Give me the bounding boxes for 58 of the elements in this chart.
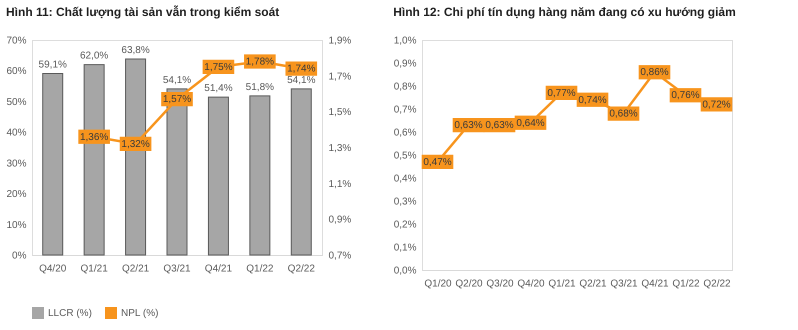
y-tick-label: 30% bbox=[6, 158, 27, 170]
x-tick-label: Q2/21 bbox=[579, 278, 608, 290]
legend-label: LLCR (%) bbox=[48, 308, 92, 319]
x-tick-label: Q4/20 bbox=[39, 264, 67, 274]
y2-tick-label: 1,9% bbox=[328, 36, 352, 46]
x-tick-label: Q2/22 bbox=[703, 278, 732, 290]
x-tick-label: Q4/20 bbox=[517, 278, 546, 290]
y-tick-label: 0,6% bbox=[394, 128, 417, 138]
y2-tick-label: 1,5% bbox=[328, 107, 352, 118]
y2-tick-label: 1,7% bbox=[328, 71, 352, 82]
y-tick-label: 50% bbox=[6, 96, 27, 108]
x-tick-label: Q2/22 bbox=[288, 264, 316, 274]
y-tick-label: 0,4% bbox=[394, 174, 417, 184]
y-tick-label: 0,5% bbox=[394, 150, 417, 162]
x-tick-label: Q1/20 bbox=[424, 278, 452, 290]
x-tick-label: Q1/22 bbox=[246, 264, 274, 274]
y-tick-label: 10% bbox=[6, 220, 27, 231]
x-tick-label: Q2/20 bbox=[455, 278, 484, 290]
y-tick-label: 0,3% bbox=[394, 196, 417, 208]
bar bbox=[208, 96, 229, 256]
y-tick-label: 0% bbox=[12, 250, 27, 262]
bar bbox=[42, 72, 64, 256]
y-tick-label: 0,8% bbox=[394, 82, 417, 92]
y-tick-label: 0,1% bbox=[394, 242, 417, 254]
x-tick-label: Q2/21 bbox=[122, 264, 150, 274]
y-tick-label: 0,0% bbox=[394, 266, 417, 276]
y2-tick-label: 0,9% bbox=[328, 214, 352, 226]
y2-tick-label: 1,3% bbox=[328, 143, 352, 154]
x-tick-label: Q3/21 bbox=[610, 278, 638, 290]
y-tick-label: 0,9% bbox=[394, 58, 417, 70]
data-label: 59,1% bbox=[38, 59, 67, 70]
data-label: 51,8% bbox=[246, 82, 274, 93]
y-tick-label: 70% bbox=[6, 36, 27, 46]
legend-label: NPL (%) bbox=[121, 308, 158, 319]
bar bbox=[290, 88, 312, 256]
x-tick-label: Q3/20 bbox=[486, 278, 514, 290]
data-label: 54,1% bbox=[162, 74, 192, 86]
data-label: 54,1% bbox=[287, 74, 316, 86]
bar bbox=[249, 95, 270, 256]
y-tick-label: 0,7% bbox=[394, 104, 417, 116]
chart-title: Hình 12: Chi phí tín dụng hàng năm đang có xu hướng giảm bbox=[393, 5, 736, 19]
x-tick-label: Q1/21 bbox=[80, 264, 108, 274]
x-tick-label: Q4/21 bbox=[204, 264, 232, 274]
y-tick-label: 60% bbox=[6, 66, 27, 78]
data-label: 62,0% bbox=[80, 50, 108, 62]
data-label: 51,4% bbox=[204, 83, 233, 94]
y-tick-label: 0,2% bbox=[394, 220, 417, 230]
y-tick-label: 1,0% bbox=[394, 36, 417, 46]
y-tick-label: 40% bbox=[6, 128, 27, 139]
data-label: 63,8% bbox=[121, 45, 150, 56]
x-tick-label: Q1/21 bbox=[548, 278, 576, 290]
chart-title: Hình 11: Chất lượng tài sản vẫn trong kiểm soát bbox=[6, 5, 280, 19]
x-tick-label: Q4/21 bbox=[641, 278, 670, 290]
y-tick-label: 20% bbox=[6, 189, 27, 200]
y2-tick-label: 0,7% bbox=[328, 250, 352, 262]
x-tick-label: Q1/22 bbox=[672, 278, 700, 290]
x-tick-label: Q3/21 bbox=[163, 264, 192, 274]
y2-tick-label: 1,1% bbox=[328, 178, 352, 190]
